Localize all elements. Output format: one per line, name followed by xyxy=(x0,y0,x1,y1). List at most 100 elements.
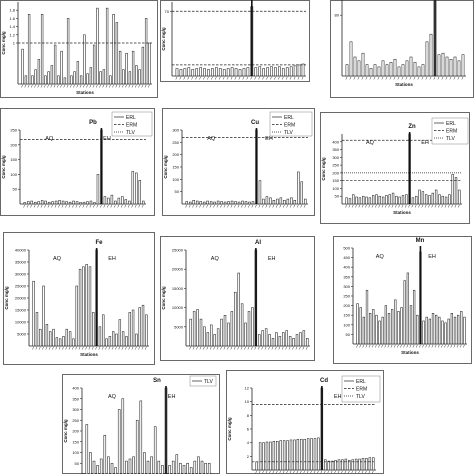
y-tick-label: 200 xyxy=(172,152,179,157)
station-tick xyxy=(411,204,414,208)
bar xyxy=(300,438,303,471)
y-tick-label: 350 xyxy=(332,147,339,152)
bar xyxy=(203,326,206,347)
station-tick xyxy=(303,470,305,474)
bar xyxy=(99,71,102,85)
station-tick xyxy=(95,84,98,88)
station-tick xyxy=(405,76,408,80)
y-tick-label: 200 xyxy=(343,303,350,308)
bar xyxy=(226,68,230,77)
bar xyxy=(197,456,200,474)
bar xyxy=(279,197,283,205)
station-tick xyxy=(218,76,221,80)
bar xyxy=(206,332,210,347)
bar xyxy=(295,334,299,347)
station-tick xyxy=(262,470,264,474)
bar xyxy=(300,181,304,205)
station-tick xyxy=(323,470,326,474)
station-tick xyxy=(299,470,302,474)
y-tick-label: 100 xyxy=(72,450,79,455)
legend-entry: TLV xyxy=(204,379,213,385)
y-tick-label: 10000 xyxy=(15,320,27,325)
y-tick-label: 20000 xyxy=(15,296,27,301)
station-tick xyxy=(175,76,178,80)
y-tick-label: 250 xyxy=(172,140,179,145)
bar xyxy=(128,312,131,347)
station-tick xyxy=(128,84,131,88)
station-tick xyxy=(233,346,236,350)
bar xyxy=(418,189,421,205)
station-tick xyxy=(297,76,300,80)
bar xyxy=(110,194,114,205)
station-tick xyxy=(409,344,412,348)
station-tick xyxy=(105,346,107,350)
bar xyxy=(258,334,261,347)
panel-row1-right: 80 Stations xyxy=(330,0,474,98)
station-tick xyxy=(295,346,298,350)
bar xyxy=(373,64,377,77)
bar xyxy=(146,460,150,474)
bar xyxy=(79,202,82,205)
bar xyxy=(47,201,51,205)
bar xyxy=(75,201,79,205)
station-tick xyxy=(69,84,72,88)
station-tick xyxy=(144,84,147,88)
y-tick-label: 500 xyxy=(343,246,350,251)
region-label-aq: AQ xyxy=(108,394,117,400)
station-tick xyxy=(349,76,352,80)
station-tick xyxy=(424,204,427,208)
bar xyxy=(105,338,108,347)
bar xyxy=(215,67,218,77)
bar xyxy=(185,201,188,205)
bar xyxy=(271,338,275,347)
chart-title: Zn xyxy=(408,124,416,130)
bar xyxy=(89,452,92,474)
bar xyxy=(50,65,54,85)
region-label-aq: AQ xyxy=(45,136,54,142)
chart-svg-p8: 5000 10000 15000 20000 25000 Conc mg/g Al AQ EH xyxy=(160,236,315,361)
bar xyxy=(40,14,44,85)
bar xyxy=(110,462,114,474)
bar xyxy=(204,462,207,474)
station-tick xyxy=(437,344,440,348)
bar xyxy=(112,14,115,85)
bar xyxy=(138,69,141,85)
bar xyxy=(411,197,415,205)
station-tick xyxy=(437,76,440,80)
station-tick xyxy=(131,84,134,88)
bar xyxy=(313,438,317,471)
bar xyxy=(283,200,286,205)
bar xyxy=(345,64,349,77)
station-tick xyxy=(425,76,428,80)
bar xyxy=(230,200,234,205)
bar xyxy=(37,59,41,85)
station-tick xyxy=(289,204,292,208)
station-tick xyxy=(111,346,114,350)
station-tick xyxy=(385,76,388,80)
station-tick xyxy=(408,204,410,208)
bar xyxy=(437,54,441,77)
station-tick xyxy=(296,470,299,474)
bar xyxy=(355,196,358,205)
bar xyxy=(45,324,49,347)
station-tick xyxy=(88,346,91,350)
bar xyxy=(255,461,258,471)
station-tick xyxy=(68,346,71,350)
station-tick xyxy=(209,204,212,208)
bar xyxy=(135,419,139,474)
station-tick xyxy=(199,76,201,80)
y-tick-label: 200 xyxy=(332,170,339,175)
station-tick xyxy=(250,76,253,80)
station-tick xyxy=(144,346,147,350)
bar xyxy=(387,313,391,345)
bar xyxy=(361,52,365,77)
bar xyxy=(448,194,451,205)
bar xyxy=(381,196,385,205)
panel-cu: 50 100 150 200 250 300 Conc mg/g Cu AQ EH ERL ERM TL… xyxy=(162,108,315,216)
bar xyxy=(296,438,300,471)
y-tick-label: 250 xyxy=(10,128,17,133)
region-label-eh: EH xyxy=(108,256,116,262)
station-tick xyxy=(98,346,101,350)
bar xyxy=(356,303,359,345)
bar xyxy=(125,336,128,347)
